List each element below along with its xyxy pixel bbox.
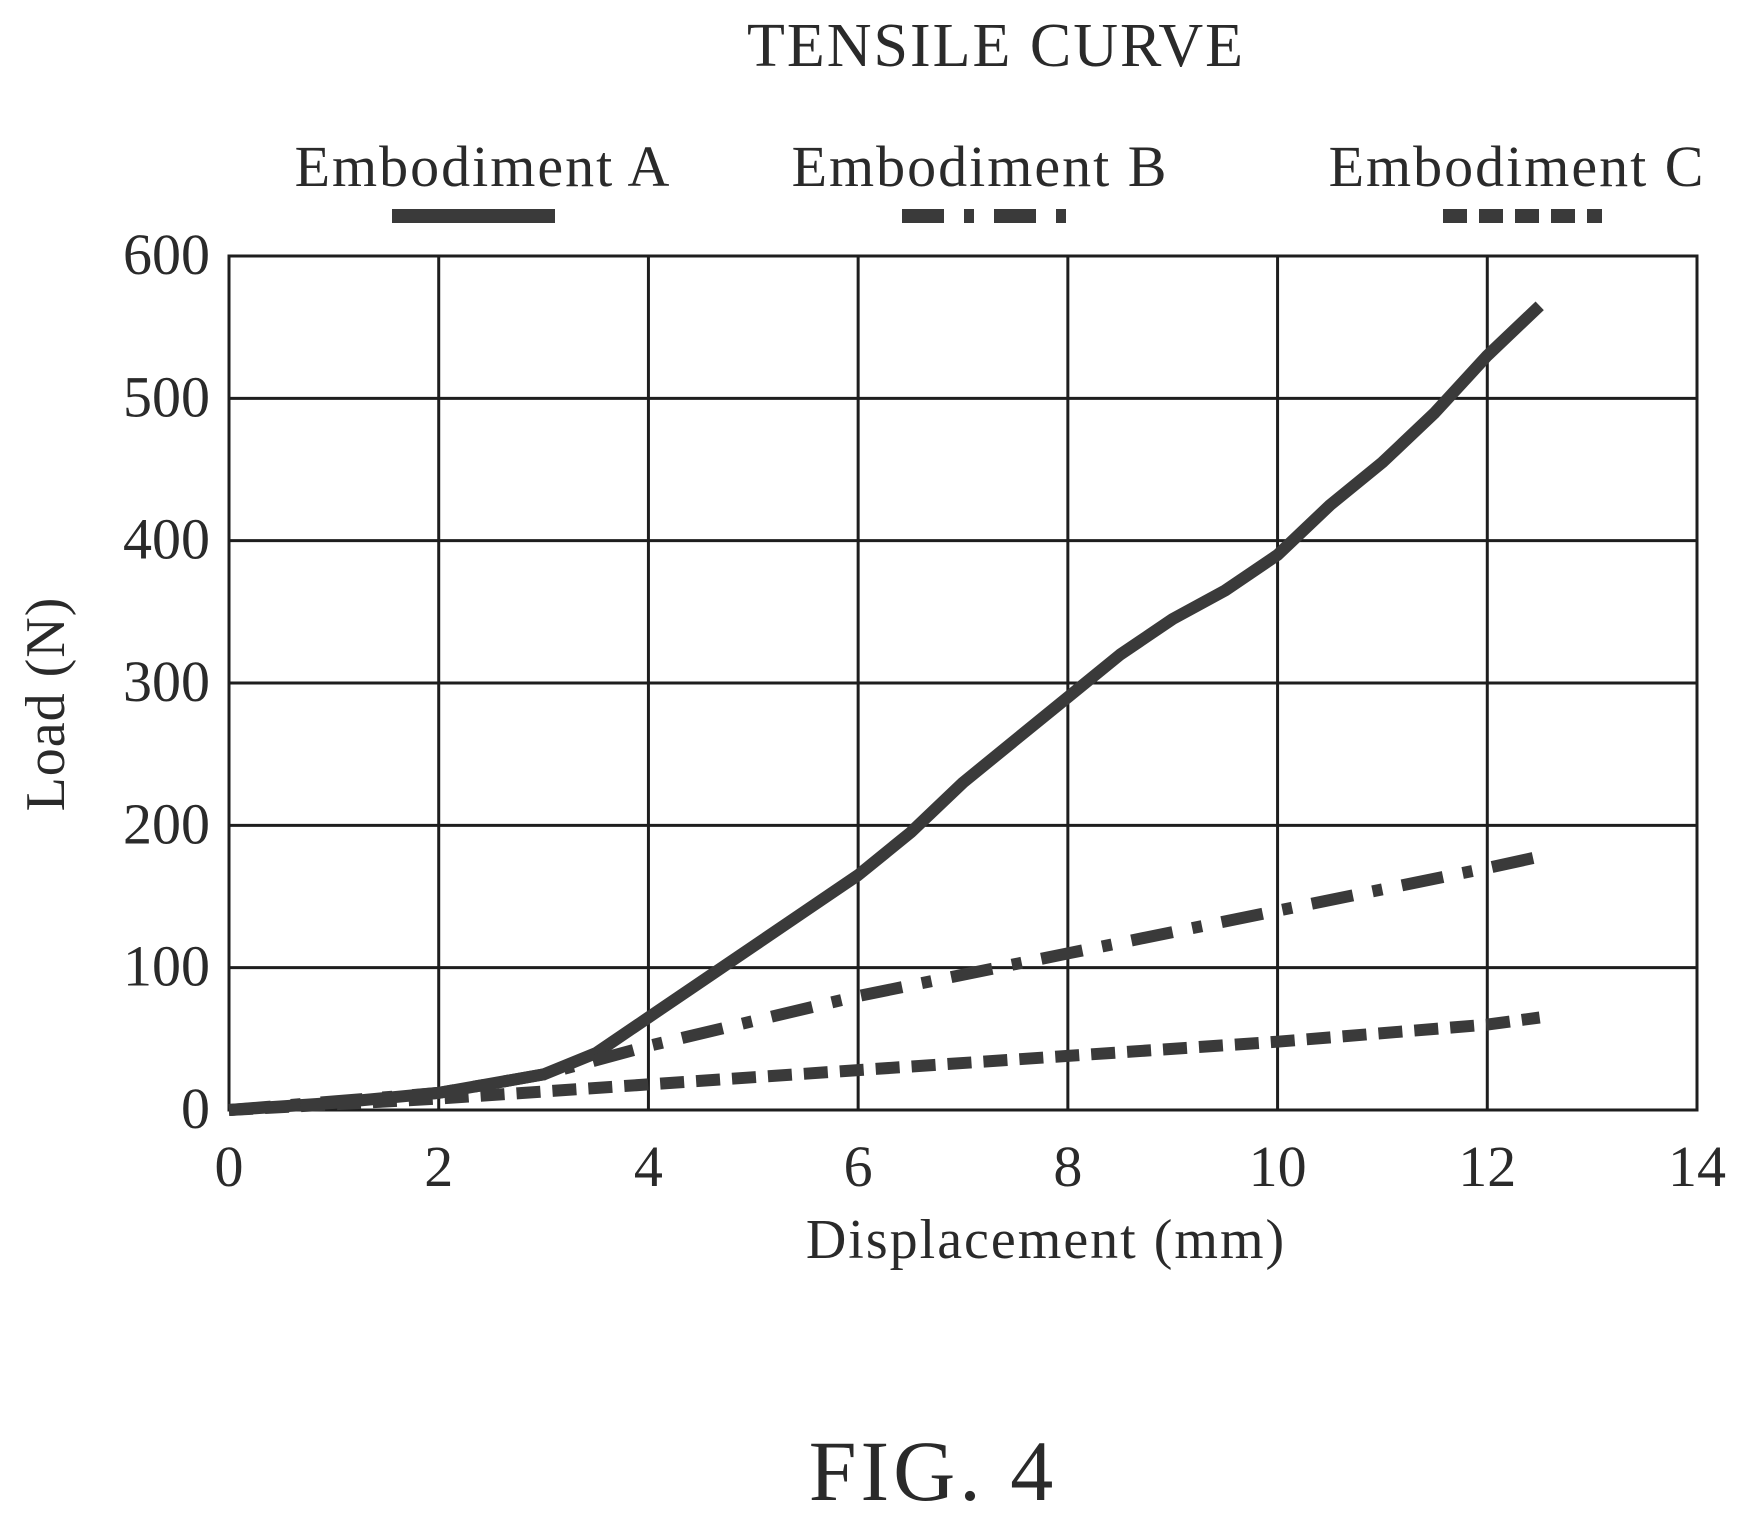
plot-frame bbox=[227, 254, 1699, 1112]
y-tick-label: 500 bbox=[123, 364, 210, 429]
x-tick-label: 2 bbox=[424, 1134, 453, 1199]
series-line-b bbox=[228, 850, 1541, 1116]
tick-labels: 0 2 4 6 8 10 12 14 0 100 200 300 400 500 600 bbox=[123, 222, 1726, 1199]
x-tick-label: 10 bbox=[1249, 1134, 1307, 1199]
x-tick-label: 14 bbox=[1668, 1134, 1726, 1199]
y-axis-label: Load (N) bbox=[15, 597, 77, 812]
legend-label: Embodiment A bbox=[295, 134, 672, 199]
y-tick-label: 0 bbox=[181, 1076, 210, 1141]
grid bbox=[227, 254, 1699, 1112]
y-tick-label: 400 bbox=[123, 507, 210, 572]
y-tick-label: 100 bbox=[123, 934, 210, 999]
y-tick-label: 200 bbox=[123, 791, 210, 856]
x-tick-label: 6 bbox=[844, 1134, 873, 1199]
series-line-c bbox=[228, 1011, 1541, 1116]
series-line-a bbox=[228, 301, 1544, 1116]
series-layer bbox=[228, 301, 1544, 1116]
x-tick-label: 8 bbox=[1053, 1134, 1082, 1199]
x-axis-label: Displacement (mm) bbox=[806, 1209, 1286, 1271]
chart-title: TENSILE CURVE bbox=[747, 12, 1245, 80]
x-tick-label: 4 bbox=[634, 1134, 663, 1199]
legend-label: Embodiment C bbox=[1329, 134, 1706, 199]
figure-label: FIG. 4 bbox=[809, 1423, 1058, 1519]
x-tick-label: 12 bbox=[1458, 1134, 1516, 1199]
x-tick-label: 0 bbox=[215, 1134, 244, 1199]
legend: Embodiment A Embodiment B Embodiment C bbox=[295, 134, 1706, 223]
legend-label: Embodiment B bbox=[792, 134, 1169, 199]
y-tick-label: 600 bbox=[123, 222, 210, 287]
y-tick-label: 300 bbox=[123, 649, 210, 714]
